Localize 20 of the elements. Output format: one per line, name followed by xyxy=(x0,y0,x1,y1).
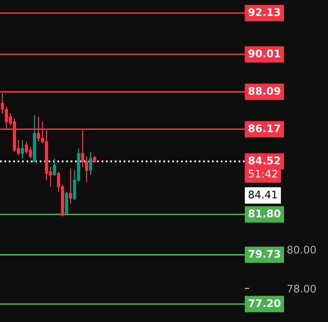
ref-line-label: 79.73 xyxy=(248,250,280,258)
ref-line-label: 92.13 xyxy=(248,8,280,16)
y-tick-label: 78.00 xyxy=(288,284,316,293)
text: 84.41 xyxy=(248,190,277,198)
ref-line-label: 84.52 xyxy=(248,156,280,164)
candlestick xyxy=(52,158,56,176)
ref-line-label: 88.09 xyxy=(248,86,280,95)
text: 51:42 xyxy=(248,170,277,178)
candlestick xyxy=(69,168,72,204)
candlestick xyxy=(65,191,68,214)
candlestick xyxy=(85,156,88,182)
candlestick xyxy=(89,151,92,176)
y-tick-label: 80.00 xyxy=(287,246,316,254)
candlestick xyxy=(24,141,28,154)
ref-line-label: 86.17 xyxy=(248,124,280,132)
candlestick xyxy=(20,140,24,160)
ref-line-label: 90.01 xyxy=(248,50,280,58)
ref-line-label: 81.80 xyxy=(248,210,280,218)
candlestick xyxy=(28,146,32,160)
ref-line-label: 77.20 xyxy=(248,299,280,308)
